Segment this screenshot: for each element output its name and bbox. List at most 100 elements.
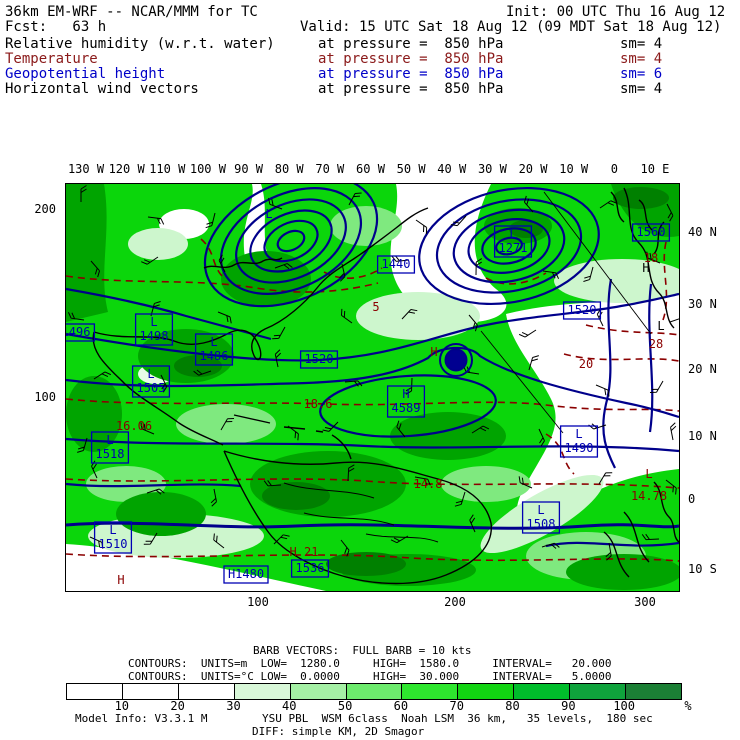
contour-label-box bbox=[90, 431, 130, 464]
lon-tick-label: 10 E bbox=[640, 162, 670, 176]
contour-label: H bbox=[402, 387, 409, 401]
contour-label: L bbox=[106, 433, 113, 447]
colorbar-tick: 80 bbox=[505, 699, 520, 713]
contour-label: 14.8 bbox=[414, 477, 443, 491]
temperature-contours bbox=[65, 238, 680, 562]
contour-label-box bbox=[376, 255, 416, 274]
contour-label-box bbox=[521, 501, 561, 534]
contour-label-box bbox=[194, 333, 234, 366]
contour-label: 1510 bbox=[99, 537, 128, 551]
field-temp-smooth: sm= 4 bbox=[620, 51, 663, 67]
contour-label: L bbox=[537, 503, 544, 517]
longitude-axis: 130 W 120 W 110 W 100 W 90 W 80 W 70 W 60 W 50 W… bbox=[65, 162, 678, 178]
lon-tick-label: 80 W bbox=[274, 162, 304, 176]
contour-label: 1536 bbox=[296, 561, 325, 575]
height-contour-legend: CONTOURS: UNITS=m LOW= 1280.0 HIGH= 1580… bbox=[128, 657, 612, 670]
latitude-axis: 40 N 30 N 20 N 10 N 0 10 S bbox=[688, 183, 738, 590]
contour-label: L bbox=[645, 467, 652, 481]
forecast-hour: Fcst: 63 h bbox=[5, 19, 107, 35]
contour-label-box bbox=[562, 301, 602, 320]
contour-label: 1505 bbox=[137, 381, 166, 395]
lat-tick-label: 30 N bbox=[688, 297, 717, 311]
contour-map: L1271H458915201520L1490L1508L1510H148015… bbox=[56, 174, 690, 591]
contour-label: L bbox=[265, 207, 272, 221]
lon-tick-label: 60 W bbox=[356, 162, 385, 176]
field-wind-level: at pressure = 850 hPa bbox=[318, 81, 504, 97]
contour-label-box bbox=[559, 425, 599, 458]
contour-label: L bbox=[210, 335, 217, 349]
colorbar-segment bbox=[458, 684, 515, 699]
colorbar-tick: 50 bbox=[337, 699, 353, 713]
colorbar-tick: 30 bbox=[226, 699, 241, 713]
field-temp-name: Temperature bbox=[5, 51, 98, 67]
colorbar-segment bbox=[178, 684, 235, 699]
contour-label-box bbox=[223, 565, 269, 584]
tropical-cyclone-marker bbox=[439, 343, 473, 377]
contour-label: L bbox=[150, 315, 157, 329]
model-title: 36km EM-WRF -- NCAR/MMM for TC bbox=[5, 4, 258, 20]
lon-tick-label: 0 bbox=[610, 162, 618, 176]
contour-label: H bbox=[430, 345, 437, 359]
contour-label: 4589 bbox=[392, 401, 421, 415]
contour-label-box bbox=[290, 559, 330, 578]
colorbar-segment bbox=[290, 684, 347, 699]
coastlines bbox=[92, 187, 680, 585]
lon-tick-label: 30 W bbox=[477, 162, 507, 176]
ygrid-tick-label: 200 bbox=[34, 202, 56, 216]
colorbar-segment bbox=[234, 684, 291, 699]
xgrid-tick-label: 300 bbox=[634, 595, 656, 609]
lon-tick-label: 90 W bbox=[234, 162, 263, 176]
lat-tick-label: 40 N bbox=[688, 225, 717, 239]
colorbar-tick: 70 bbox=[449, 699, 464, 713]
lon-tick-label: 70 W bbox=[315, 162, 345, 176]
colorbar-segment bbox=[122, 684, 179, 699]
contour-label: 1271 bbox=[499, 241, 528, 255]
contour-label: 1490 bbox=[565, 441, 594, 455]
contour-label: H bbox=[117, 573, 124, 587]
barb-legend: BARB VECTORS: FULL BARB = 10 kts bbox=[253, 644, 472, 657]
colorbar-tick: 90 bbox=[561, 699, 576, 713]
contour-label-box bbox=[93, 521, 133, 554]
field-rh-level: at pressure = 850 hPa bbox=[318, 36, 504, 52]
lon-tick-label: 40 W bbox=[437, 162, 467, 176]
contour-label: 28 bbox=[649, 337, 663, 351]
contour-label-box bbox=[131, 365, 171, 398]
colorbar-segment bbox=[402, 684, 459, 699]
field-rh-name: Relative humidity (w.r.t. water) bbox=[5, 36, 275, 52]
model-version: Model Info: V3.3.1 M bbox=[75, 712, 208, 725]
contour-label: L bbox=[147, 367, 154, 381]
contour-label: 14.78 bbox=[631, 489, 667, 503]
field-rh-smooth: sm= 4 bbox=[620, 36, 663, 52]
colorbar-segment bbox=[570, 684, 627, 699]
field-hgt-smooth: sm= 6 bbox=[620, 66, 663, 82]
colorbar-tick: 100 bbox=[613, 699, 636, 713]
lat-tick-label: 0 bbox=[688, 492, 696, 506]
colorbar-tick: 10 bbox=[114, 699, 130, 713]
contour-label: 1486 bbox=[200, 349, 229, 363]
lon-tick-label: 20 W bbox=[518, 162, 548, 176]
contour-label: H 21 bbox=[290, 545, 319, 559]
contour-label: 18.6 bbox=[304, 397, 333, 411]
contour-label: 1440 bbox=[382, 257, 411, 271]
contour-label: 5 bbox=[372, 300, 379, 314]
contour-label-box bbox=[631, 223, 671, 242]
contour-label: 1498 bbox=[140, 329, 169, 343]
contour-label: H bbox=[642, 261, 649, 275]
colorbar-segment bbox=[67, 684, 123, 699]
lat-tick-label: 10 N bbox=[688, 429, 717, 443]
contour-label-box bbox=[386, 385, 426, 418]
contour-label: H1480 bbox=[228, 567, 264, 581]
field-wind-smooth: sm= 4 bbox=[620, 81, 663, 97]
contour-label: L bbox=[575, 427, 582, 441]
contour-label-box bbox=[134, 313, 174, 346]
colorbar-unit: % bbox=[684, 699, 692, 713]
lon-tick-label: 130 W bbox=[67, 162, 105, 176]
contour-label: 1520 bbox=[568, 303, 597, 317]
field-wind-name: Horizontal wind vectors bbox=[5, 81, 199, 97]
xgrid-tick-label: 100 bbox=[247, 595, 269, 609]
colorbar-tick: 20 bbox=[170, 699, 185, 713]
colorbar-tick: 40 bbox=[282, 699, 297, 713]
height-contours bbox=[65, 174, 680, 548]
contour-label: 1508 bbox=[527, 517, 556, 531]
